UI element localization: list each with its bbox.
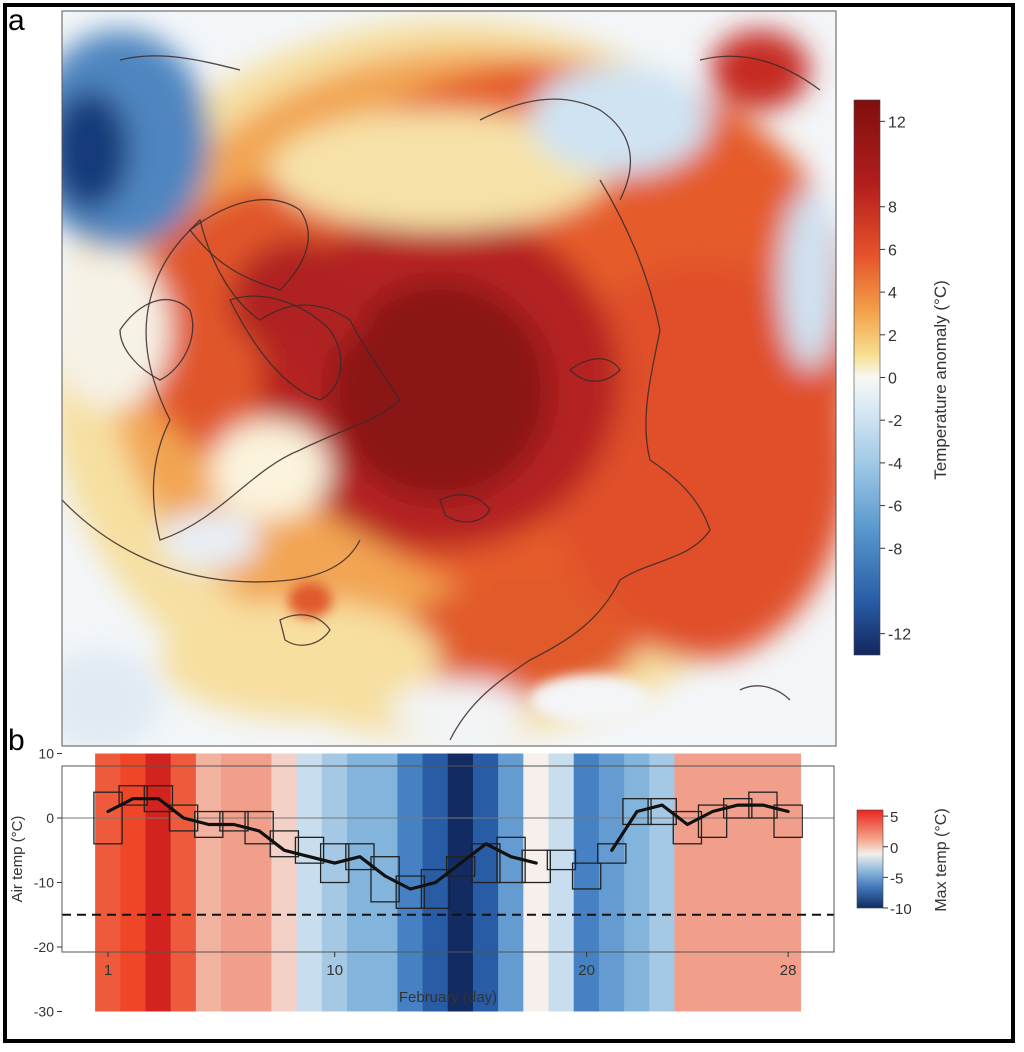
day-stripe <box>221 753 247 1012</box>
colorbar-a-tick-label: 2 <box>888 328 897 345</box>
colorbar-a-tick-label: 12 <box>888 114 906 131</box>
step-box <box>219 810 249 832</box>
plot-b-frame <box>61 765 835 953</box>
colorbar-b-tick-label: 0 <box>890 840 898 857</box>
step-box <box>420 868 451 909</box>
step-box <box>319 843 350 884</box>
day-stripe <box>120 753 147 1012</box>
line-panel: 10 0 -10 -20 -30 1 10 20 28 February (day) Air t… <box>9 746 835 1020</box>
step-box <box>445 856 476 877</box>
x-tick-label: 28 <box>780 962 797 979</box>
day-stripe <box>372 753 398 1012</box>
day-stripe <box>296 753 323 1012</box>
day-stripes <box>95 753 802 1012</box>
y-axis-label: Air temp (°C) <box>9 816 26 903</box>
y-tick-label: -10 <box>34 875 54 891</box>
colorbar-a-tick-label: -12 <box>888 627 911 644</box>
series-line-2 <box>610 803 790 852</box>
day-stripe <box>95 753 121 1012</box>
step-box <box>622 798 652 826</box>
x-tick-label: 10 <box>326 962 343 979</box>
colorbar-a-tick-label: -4 <box>888 456 902 473</box>
day-stripe <box>649 753 676 1012</box>
day-stripe <box>195 753 222 1012</box>
day-stripe <box>397 753 424 1012</box>
step-box <box>571 862 602 890</box>
colorbar-b-tick-label: -10 <box>890 901 912 918</box>
day-stripe <box>145 753 172 1012</box>
map-panel <box>61 10 837 747</box>
y-tick-label: -20 <box>34 939 54 955</box>
colorbar-a-label: Temperature anomaly (°C) <box>931 280 950 480</box>
colorbar-b-label: Max temp (°C) <box>933 808 950 911</box>
figure-frame <box>3 3 1015 1043</box>
x-tick-label: 20 <box>578 962 595 979</box>
colorbar-a-tick-label: -2 <box>888 413 902 430</box>
day-stripe <box>775 753 802 1012</box>
colorbar-b-tick-label: -5 <box>890 870 903 887</box>
colorbar-a-tick-label: 4 <box>888 285 897 302</box>
step-box <box>118 785 148 806</box>
colorbar-a-tick-label: -6 <box>888 499 902 516</box>
panel-a-letter: a <box>8 4 25 37</box>
day-stripe <box>598 753 625 1012</box>
y-tick-label: 10 <box>38 746 54 762</box>
x-axis-label: February (day) <box>399 989 497 1006</box>
day-stripe <box>347 753 373 1012</box>
step-box <box>395 875 426 909</box>
step-box <box>597 843 627 864</box>
colorbar-a-tick-label: -8 <box>888 541 902 558</box>
colorbar-b-tick-label: 5 <box>890 809 898 826</box>
step-box <box>370 856 400 903</box>
day-stripe <box>447 753 474 1012</box>
step-boxes <box>93 785 803 909</box>
colorbar-a-tick-label: 8 <box>888 200 897 217</box>
step-box <box>93 791 123 845</box>
colorbar-a-tick-label: 0 <box>888 371 897 388</box>
step-box <box>269 830 300 858</box>
series-line-1 <box>106 796 538 891</box>
step-box <box>294 836 325 864</box>
step-box <box>546 849 577 871</box>
day-stripe <box>246 753 273 1012</box>
day-stripe <box>724 753 751 1012</box>
colorbar-a-tick-label: 6 <box>888 242 897 259</box>
day-stripe <box>699 753 726 1012</box>
day-stripe <box>271 753 298 1012</box>
day-stripe <box>750 753 776 1012</box>
anomaly-field <box>62 20 836 746</box>
colorbar-b: 5 0 -5 -10 Max temp (°C) <box>856 808 950 918</box>
day-stripe <box>573 753 600 1012</box>
day-stripe <box>548 753 575 1012</box>
panel-b-letter: b <box>8 724 25 757</box>
day-stripe <box>170 753 197 1012</box>
coastlines <box>62 55 821 741</box>
step-box <box>672 810 703 845</box>
y-tick-label: -30 <box>34 1004 54 1020</box>
y-tick-label: 0 <box>46 810 54 826</box>
day-stripe <box>624 753 650 1012</box>
day-stripe <box>674 753 701 1012</box>
step-box <box>521 849 551 884</box>
colorbar-a: 12 8 6 4 2 0 -2 -4 -6 -8 -12 Temperature anomaly (… <box>853 99 950 656</box>
step-box <box>697 804 728 838</box>
step-box <box>168 804 199 832</box>
x-tick-label: 1 <box>104 962 112 979</box>
step-box <box>773 804 803 838</box>
temperature-lines <box>106 796 790 891</box>
